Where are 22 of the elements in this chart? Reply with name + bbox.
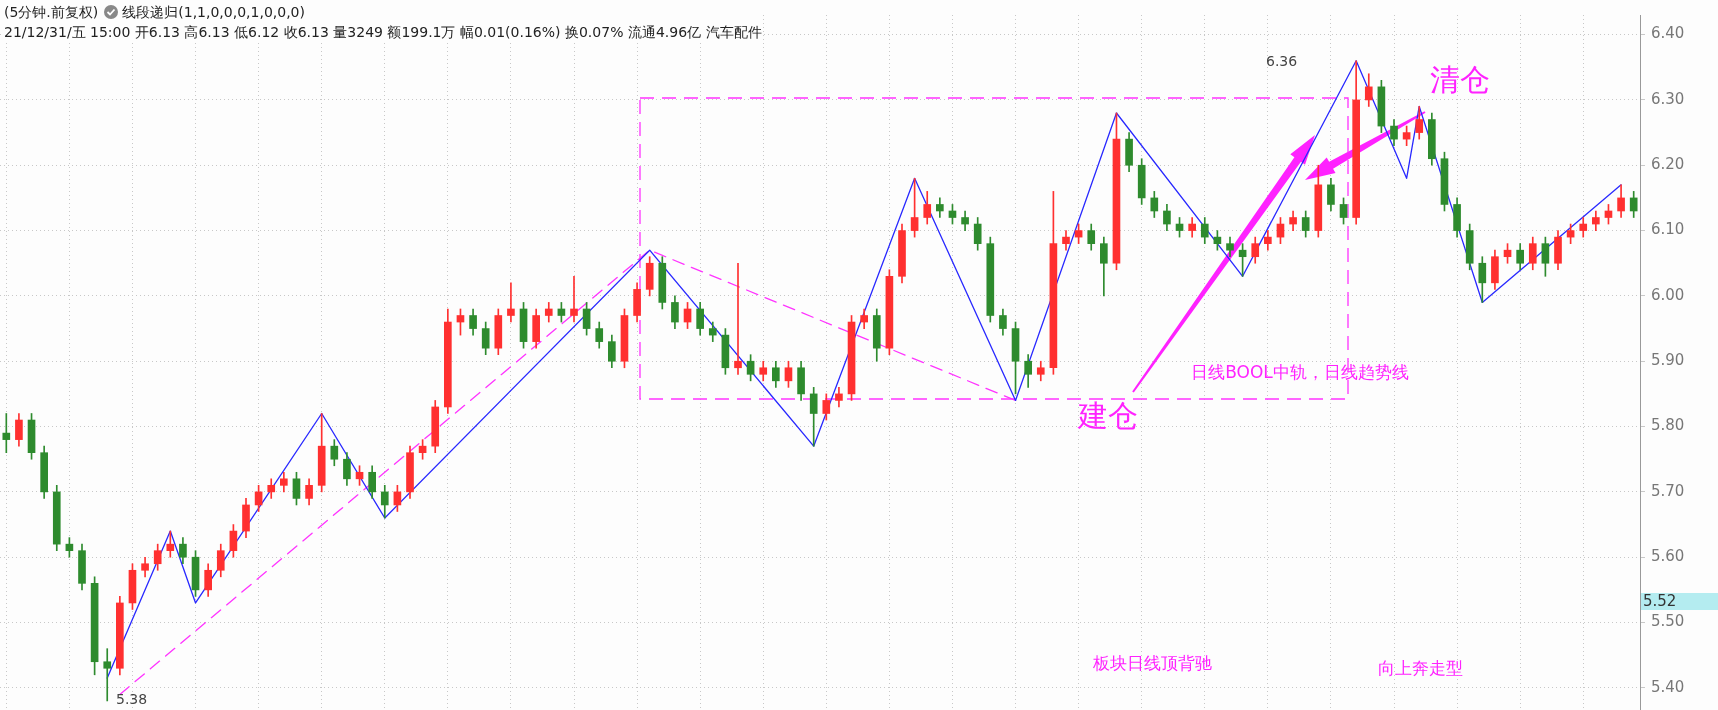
text: 21/12/31/五 15:00 开6.13 高6.13 低6.12 收6.13 量3249 额199.1万 幅0.01(0.16%) 换0.07% 流通4.96亿 汽车配件 — [4, 23, 762, 42]
y-tick-label: 6.20 — [1651, 155, 1685, 174]
chart-title: (5分钟.前复权) — [4, 4, 99, 20]
text: 5.52 — [1641, 592, 1718, 610]
annotation: 板块日线顶背驰 — [1092, 651, 1212, 675]
annotation: 建仓 — [1078, 396, 1138, 435]
y-tick-label: 6.30 — [1651, 89, 1685, 108]
y-tick-label: 5.90 — [1651, 351, 1685, 370]
annotation: 6.36 — [1266, 53, 1298, 69]
y-tick-label: 6.00 — [1651, 285, 1685, 304]
annotation: 线段递归(1,1,0,0,0,1,0,0,0) — [122, 4, 305, 20]
y-tick-label: 5.40 — [1651, 677, 1685, 696]
y-tick-label: 5.50 — [1651, 612, 1685, 631]
y-tick-label: 5.80 — [1651, 416, 1685, 435]
y-tick-label: 5.70 — [1651, 481, 1685, 500]
annotation: 清仓 — [1430, 60, 1490, 99]
annotation: 5.38 — [116, 691, 148, 707]
annotation: 向上奔走型 — [1377, 656, 1463, 680]
annotation: 日线BOOL中轨，日线趋势线 — [1191, 360, 1409, 384]
y-tick-label: 6.10 — [1651, 220, 1685, 239]
y-tick-label: 6.40 — [1651, 24, 1685, 43]
y-tick-label: 5.60 — [1651, 547, 1685, 566]
